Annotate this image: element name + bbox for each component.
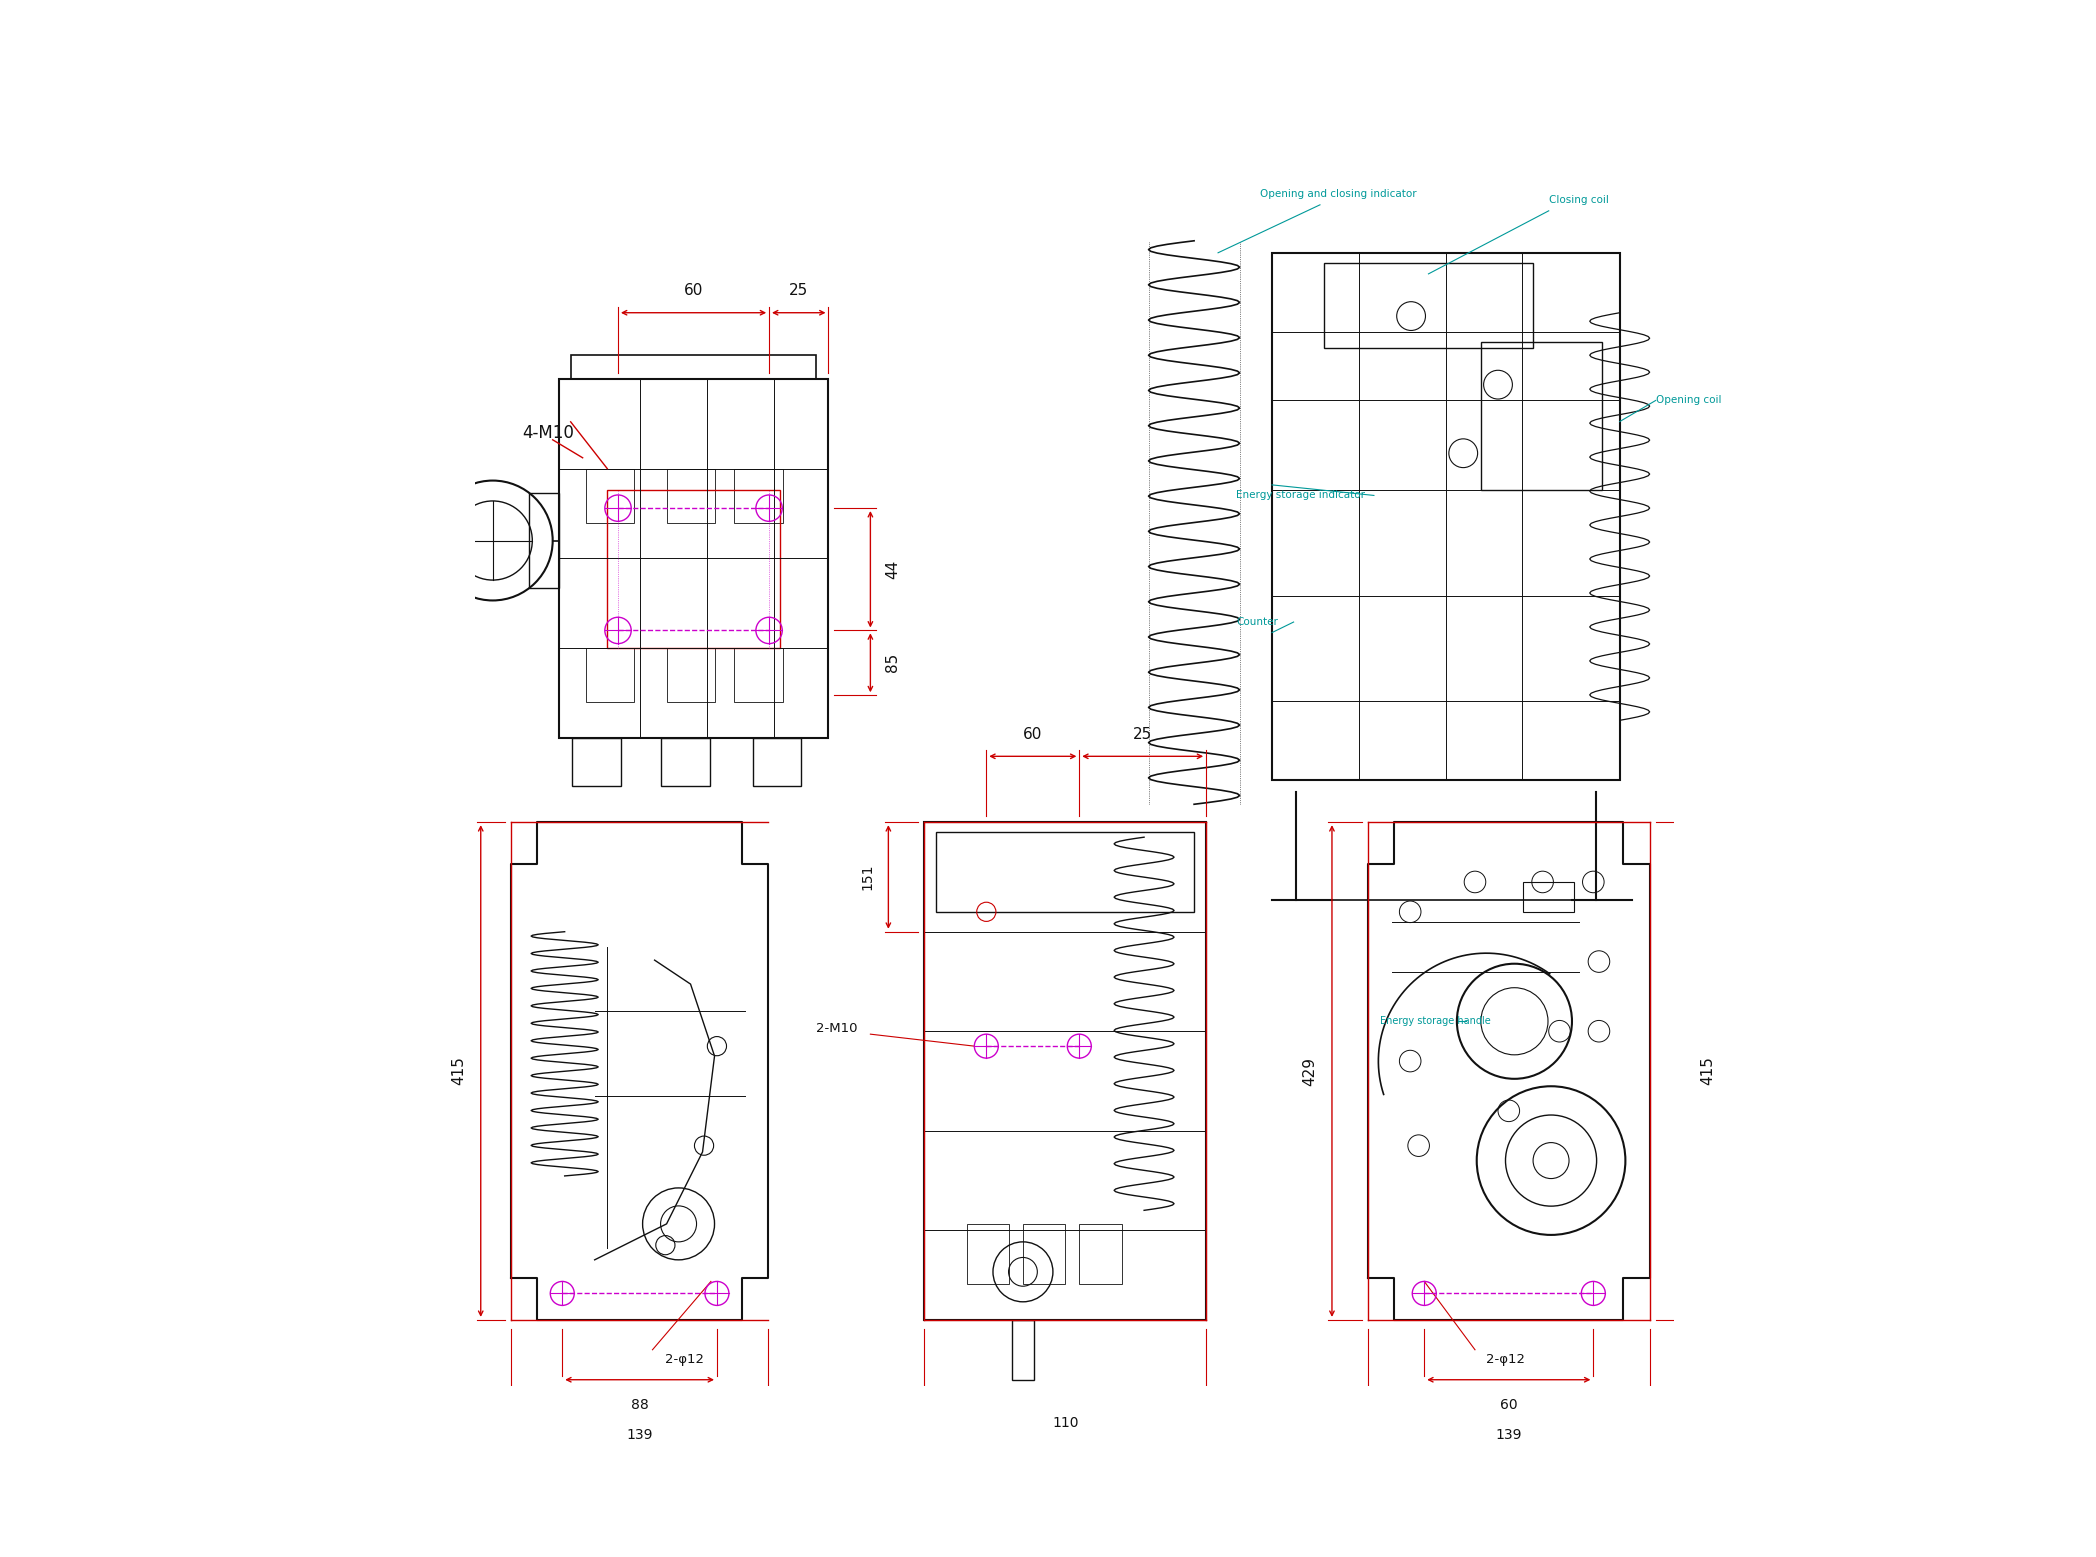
- Bar: [937, 831, 1195, 912]
- Text: Counter: Counter: [1237, 617, 1279, 627]
- Text: 60: 60: [1023, 727, 1042, 743]
- Text: Opening coil: Opening coil: [1656, 395, 1721, 405]
- Text: Closing coil: Closing coil: [1549, 195, 1608, 206]
- Text: 151: 151: [859, 864, 874, 891]
- Text: 415: 415: [1700, 1057, 1715, 1085]
- Text: 2-φ12: 2-φ12: [1486, 1353, 1526, 1367]
- Text: 88: 88: [631, 1398, 648, 1412]
- Bar: [1023, 1224, 1065, 1285]
- Bar: [585, 469, 635, 523]
- Bar: [752, 738, 801, 786]
- Text: 2-M10: 2-M10: [817, 1021, 857, 1035]
- Bar: [734, 469, 782, 523]
- Bar: [608, 490, 780, 648]
- Bar: [1325, 263, 1532, 347]
- Bar: [660, 738, 711, 786]
- Bar: [966, 1224, 1008, 1285]
- Bar: [560, 378, 828, 738]
- Text: 415: 415: [451, 1057, 467, 1085]
- Text: 25: 25: [1134, 727, 1153, 743]
- Text: Energy storage indicator: Energy storage indicator: [1237, 490, 1364, 500]
- Bar: [1480, 343, 1601, 490]
- Text: 110: 110: [1052, 1415, 1079, 1429]
- Bar: [585, 648, 635, 702]
- Bar: [1524, 881, 1574, 912]
- Text: Opening and closing indicator: Opening and closing indicator: [1260, 188, 1417, 199]
- Text: 4-M10: 4-M10: [522, 424, 574, 442]
- Bar: [1012, 1320, 1033, 1380]
- Bar: [528, 492, 560, 589]
- Text: 25: 25: [788, 283, 809, 299]
- Text: 60: 60: [683, 283, 704, 299]
- Bar: [572, 738, 620, 786]
- Text: 60: 60: [1501, 1398, 1518, 1412]
- Bar: [667, 648, 715, 702]
- Bar: [1272, 252, 1620, 780]
- Text: 85: 85: [885, 654, 899, 673]
- Text: 429: 429: [1302, 1057, 1318, 1085]
- Text: 44: 44: [885, 559, 899, 579]
- Text: 2-φ12: 2-φ12: [664, 1353, 704, 1367]
- Bar: [924, 822, 1205, 1320]
- Bar: [734, 648, 782, 702]
- Bar: [1079, 1224, 1121, 1285]
- Bar: [667, 469, 715, 523]
- Text: 139: 139: [1497, 1428, 1522, 1442]
- Text: Energy storage handle: Energy storage handle: [1379, 1017, 1490, 1026]
- Bar: [570, 355, 817, 378]
- Text: 139: 139: [627, 1428, 652, 1442]
